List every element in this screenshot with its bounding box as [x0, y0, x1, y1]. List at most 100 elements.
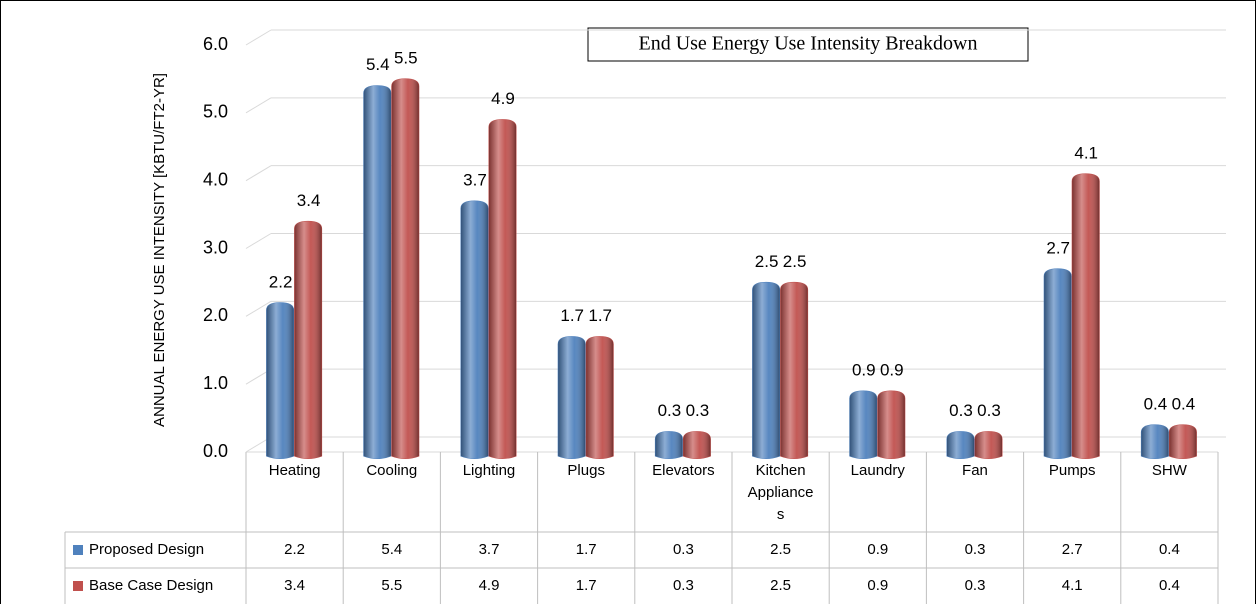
- table-value: 0.9: [867, 541, 888, 558]
- table-value: 0.9: [867, 577, 888, 594]
- bar-shade: [780, 282, 808, 459]
- grid-line-side: [245, 165, 272, 182]
- bar-shade: [947, 431, 974, 459]
- table-value: 2.2: [284, 541, 305, 558]
- bar-shade: [489, 119, 516, 459]
- value-label: 2.5: [755, 252, 779, 271]
- category-label-box: Heating: [268, 462, 321, 479]
- value-label: 1.7: [588, 306, 612, 325]
- y-tick-label: 2.0: [203, 305, 228, 325]
- value-label: 3.7: [463, 171, 487, 190]
- legend-swatch: [73, 581, 83, 591]
- value-label: 0.3: [977, 401, 1001, 420]
- value-label: 0.3: [658, 401, 682, 420]
- table-value: 0.3: [965, 577, 986, 594]
- table-value: 0.3: [965, 541, 986, 558]
- table-value: 4.1: [1062, 577, 1083, 594]
- category-label-box: Fan: [962, 462, 988, 479]
- y-tick-label: 0.0: [203, 441, 228, 461]
- bar-shade: [683, 431, 711, 459]
- table-value: 3.4: [284, 577, 305, 594]
- legend-swatch: [73, 545, 83, 555]
- bar-shade: [752, 282, 780, 459]
- value-label: 0.4: [1172, 394, 1196, 413]
- table-value: 0.4: [1159, 541, 1180, 558]
- value-label: 5.4: [366, 55, 390, 74]
- x-tick-label: Heating: [268, 462, 321, 479]
- grid-line-side: [245, 97, 272, 114]
- bar-shade: [655, 431, 683, 459]
- table-value: 2.5: [770, 577, 791, 594]
- y-tick-label: 6.0: [203, 34, 228, 54]
- x-tick-label: Lighting: [462, 462, 516, 479]
- y-axis-title: ANNUAL ENERGY USE INTENSITY [KBTU/FT2-YR…: [151, 73, 168, 427]
- value-label: 1.7: [560, 306, 584, 325]
- value-label: 2.5: [783, 252, 807, 271]
- bar-shade: [461, 201, 488, 459]
- category-label-box: SHW: [1151, 462, 1187, 479]
- table-value: 1.7: [576, 577, 597, 594]
- bar-shade: [363, 85, 391, 459]
- legend-label: Proposed Design: [89, 541, 204, 558]
- bar-shade: [1044, 268, 1072, 459]
- bar-shade: [391, 78, 419, 459]
- value-label: 2.2: [269, 272, 293, 291]
- table-value: 2.7: [1062, 541, 1083, 558]
- grid-line-side: [245, 233, 272, 249]
- value-label: 0.3: [686, 401, 710, 420]
- category-label-box: Elevators: [652, 462, 715, 479]
- table-value: 5.5: [381, 577, 402, 594]
- bar-shade: [975, 431, 1002, 459]
- bar-shade: [877, 390, 905, 459]
- x-tick-label: Kitchen Appliances: [747, 462, 814, 523]
- bar-shade: [1141, 424, 1169, 459]
- y-tick-label: 3.0: [203, 237, 228, 257]
- table-value: 2.5: [770, 541, 791, 558]
- bar-shade: [849, 390, 877, 459]
- bar-shade: [1072, 173, 1100, 459]
- x-tick-label: Pumps: [1048, 462, 1096, 479]
- category-label-box: Lighting: [462, 462, 516, 479]
- x-tick-label: Laundry: [850, 462, 905, 479]
- value-label: 4.9: [491, 89, 515, 108]
- table-value: 0.3: [673, 541, 694, 558]
- y-tick-label: 1.0: [203, 373, 228, 393]
- y-tick-label: 4.0: [203, 169, 228, 189]
- bar-shade: [586, 336, 614, 459]
- table-value: 0.3: [673, 577, 694, 594]
- table-value: 5.4: [381, 541, 402, 558]
- value-label: 4.1: [1074, 143, 1098, 162]
- grid-line-side: [245, 300, 272, 317]
- value-label: 0.9: [880, 360, 904, 379]
- x-tick-label: Elevators: [652, 462, 715, 479]
- title-box: [587, 27, 1029, 62]
- x-tick-label: Fan: [962, 462, 988, 479]
- x-tick-label: SHW: [1151, 462, 1187, 479]
- value-label: 0.4: [1144, 394, 1168, 413]
- x-tick-label: Cooling: [366, 462, 418, 479]
- category-label-box: Kitchen Appliances: [747, 462, 814, 523]
- x-tick-label: Plugs: [567, 462, 605, 479]
- bar-shade: [266, 302, 294, 459]
- category-label-box: Plugs: [567, 462, 605, 479]
- value-label: 0.9: [852, 360, 876, 379]
- grid-line-side: [245, 29, 272, 46]
- value-label: 0.3: [949, 401, 973, 420]
- table-value: 4.9: [479, 577, 500, 594]
- bar-shade: [294, 221, 322, 459]
- category-label-box: Laundry: [850, 462, 905, 479]
- value-label: 3.4: [297, 191, 321, 210]
- value-label: 5.5: [394, 48, 418, 67]
- table-value: 0.4: [1159, 577, 1180, 594]
- table-value: 1.7: [576, 541, 597, 558]
- legend-label: Base Case Design: [89, 577, 213, 594]
- category-label-box: Cooling: [366, 462, 418, 479]
- bar-shade: [558, 336, 586, 459]
- chart-title: End Use Energy Use Intensity Breakdown: [638, 33, 977, 55]
- y-tick-label: 5.0: [203, 102, 228, 122]
- bar-shade: [1169, 424, 1197, 459]
- value-label: 2.7: [1046, 238, 1070, 257]
- category-label-box: Pumps: [1048, 462, 1096, 479]
- table-value: 3.7: [479, 541, 500, 558]
